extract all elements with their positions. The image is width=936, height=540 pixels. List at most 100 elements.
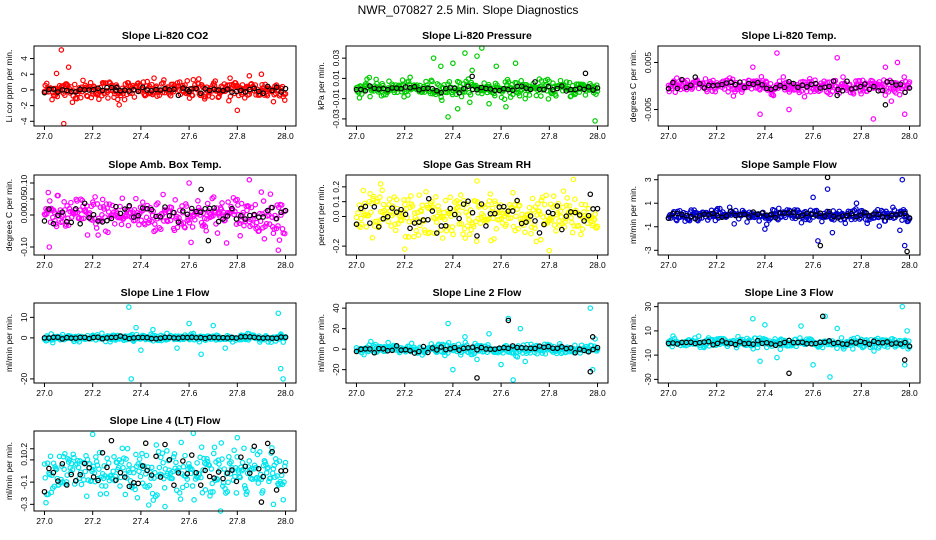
data-point <box>157 213 164 220</box>
data-point <box>194 460 200 466</box>
data-point <box>392 221 398 227</box>
data-point <box>901 74 908 80</box>
data-point <box>505 317 512 324</box>
data-point <box>42 475 49 481</box>
data-point <box>590 346 596 353</box>
data-point <box>896 91 903 98</box>
data-point <box>154 492 160 498</box>
data-point <box>579 226 586 232</box>
data-point <box>55 89 61 95</box>
data-point <box>260 90 267 97</box>
data-point <box>882 102 889 108</box>
data-point <box>279 226 286 232</box>
data-point <box>536 208 543 215</box>
data-point <box>97 491 104 497</box>
data-point <box>821 78 827 85</box>
data-point <box>241 445 247 452</box>
data-point <box>906 215 913 221</box>
data-point <box>782 86 788 93</box>
data-point <box>219 200 225 206</box>
data-point <box>835 215 841 221</box>
data-point <box>486 100 492 107</box>
data-point <box>280 496 287 503</box>
data-point <box>82 468 89 475</box>
data-point <box>882 64 889 70</box>
data-point <box>123 456 129 462</box>
panel-title: Slope Line 4 (LT) Flow <box>110 415 221 427</box>
x-tick-label: 27.8 <box>229 516 246 526</box>
data-point <box>407 225 413 232</box>
data-point <box>478 201 485 207</box>
data-point <box>844 212 850 219</box>
x-tick-label: 27.8 <box>541 131 558 141</box>
data-point <box>429 85 436 92</box>
data-point <box>780 74 787 80</box>
data-point <box>714 205 721 212</box>
data-point <box>812 212 819 218</box>
y-tick-label: 0.00 <box>19 206 29 223</box>
data-point <box>177 496 184 502</box>
data-point <box>737 79 743 85</box>
data-point <box>160 191 166 198</box>
data-point <box>527 213 534 219</box>
data-point <box>277 365 284 372</box>
data-point <box>857 212 864 219</box>
data-point <box>96 466 102 472</box>
series-overlay <box>353 191 601 239</box>
data-point <box>879 87 886 94</box>
data-point <box>576 212 583 218</box>
data-point <box>145 502 152 508</box>
data-point <box>465 198 471 205</box>
data-point <box>161 77 167 83</box>
data-point <box>226 454 232 460</box>
x-tick-label: 27.6 <box>181 516 198 526</box>
data-point <box>434 87 440 94</box>
data-point <box>393 209 400 215</box>
data-point <box>902 210 908 217</box>
data-point <box>244 488 250 495</box>
x-tick-label: 27.2 <box>84 131 101 141</box>
data-point <box>474 356 480 363</box>
data-point <box>117 210 124 217</box>
data-point <box>445 114 451 120</box>
data-point <box>795 84 801 91</box>
data-point <box>393 343 400 349</box>
data-point <box>875 211 882 218</box>
data-point <box>252 82 259 88</box>
data-point <box>458 220 465 227</box>
data-point <box>202 467 208 474</box>
y-tick-label: 40 <box>331 303 341 313</box>
panel-6: Slope Sample Flow ml/min per min. 27.0 27.2… <box>628 159 921 270</box>
data-point <box>75 464 82 471</box>
data-point <box>862 81 868 87</box>
data-point <box>197 482 204 488</box>
data-point <box>65 64 72 70</box>
data-point <box>87 79 94 86</box>
data-point <box>474 178 480 184</box>
data-point <box>798 88 805 94</box>
data-point <box>732 81 739 88</box>
data-point <box>102 483 109 489</box>
data-point <box>445 320 451 327</box>
data-point <box>68 219 75 226</box>
data-point <box>101 206 107 212</box>
data-point <box>562 219 568 225</box>
data-point <box>205 237 212 244</box>
data-point <box>798 219 805 226</box>
data-point <box>901 242 908 249</box>
data-point <box>224 488 231 495</box>
data-point <box>80 77 86 84</box>
data-point <box>438 63 444 70</box>
data-point <box>757 358 763 364</box>
data-point <box>224 213 231 219</box>
data-point <box>587 191 594 198</box>
data-point <box>696 80 703 87</box>
data-point <box>256 228 262 234</box>
data-point <box>264 207 271 214</box>
data-point <box>94 201 101 207</box>
data-point <box>166 456 173 463</box>
data-point <box>375 223 382 230</box>
y-tick-label: 2 <box>19 72 29 77</box>
data-point <box>130 469 137 476</box>
x-tick-label: 27.0 <box>36 260 53 270</box>
